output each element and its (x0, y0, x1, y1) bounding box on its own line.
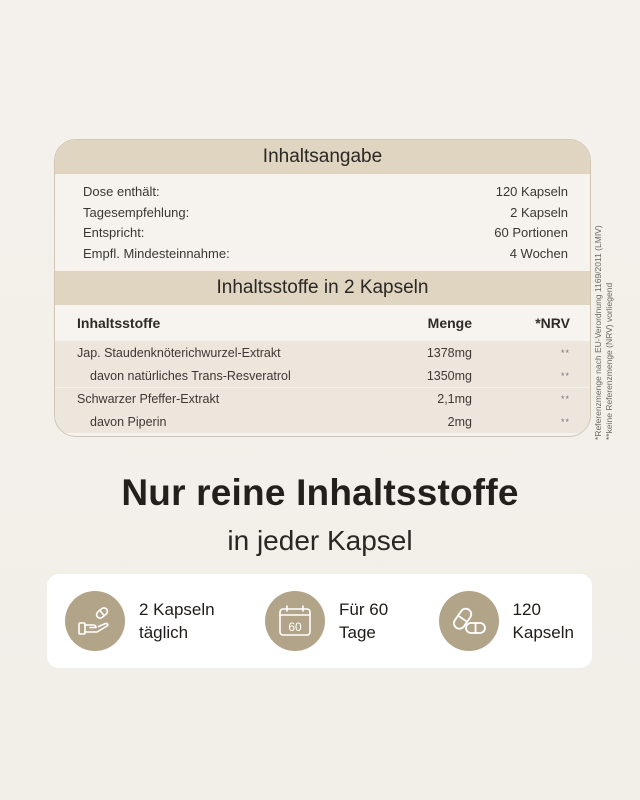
feature-line-1: Für 60 (339, 600, 389, 619)
feature-line-1: 120 (512, 600, 541, 619)
footnote-1: *Referenzmenge nach EU-Verordnung 1169/2… (593, 225, 603, 440)
ingredient-nrv: ** (560, 394, 570, 404)
ingredients-table: Inhaltsstoffe Menge *NRV Jap. Staudenknö… (55, 305, 590, 433)
features-bar: 2 Kapseln täglich 60 Für 60 Tage (47, 574, 592, 668)
header-ingredients: Inhaltsstoffe (77, 315, 161, 331)
info-list: Dose enthält: 120 Kapseln Tagesempfehlun… (55, 174, 590, 270)
ingredient-nrv: ** (560, 347, 570, 358)
ingredient-name: davon Piperin (90, 414, 167, 429)
info-value: 4 Wochen (509, 245, 568, 261)
feature-line-2: Kapseln (512, 623, 574, 642)
info-label: Empfl. Mindesteinnahme: (83, 245, 230, 261)
table-row: davon Piperin 2mg ** (55, 410, 590, 433)
feature-text: 2 Kapseln täglich (139, 598, 215, 644)
feature-line-1: 2 Kapseln (139, 600, 215, 619)
capsules-icon (438, 591, 499, 651)
feature-line-2: Tage (339, 623, 376, 642)
ingredient-amount: 2,1mg (437, 392, 472, 406)
feature-daily-dose: 2 Kapseln täglich (65, 591, 215, 651)
info-row: Tagesempfehlung: 2 Kapseln (83, 203, 568, 224)
calendar-number: 60 (288, 620, 302, 634)
info-value: 60 Portionen (494, 225, 568, 240)
feature-text: 120 Kapseln (513, 598, 574, 644)
hand-capsule-icon (65, 591, 125, 651)
info-value: 2 Kapseln (510, 204, 568, 220)
ingredient-name: Jap. Staudenknöterichwurzel-Extrakt (77, 345, 281, 360)
ingredient-nrv: ** (560, 370, 570, 381)
ingredient-nrv: ** (560, 416, 570, 427)
ingredient-name: Schwarzer Pfeffer-Extrakt (77, 392, 220, 406)
info-value: 120 Kapseln (495, 184, 568, 199)
footnotes: *Referenzmenge nach EU-Verordnung 1169/2… (593, 140, 615, 440)
table-header: Inhaltsstoffe Menge *NRV (55, 305, 590, 341)
calendar-icon: 60 (265, 591, 326, 651)
info-label: Dose enthält: (83, 184, 160, 199)
header-amount: Menge (427, 315, 472, 331)
ingredient-name: davon natürliches Trans-Resveratrol (90, 368, 291, 383)
headline: Nur reine Inhaltsstoffe (121, 472, 519, 513)
ingredient-amount: 1378mg (426, 345, 472, 360)
table-row: davon natürliches Trans-Resveratrol 1350… (55, 364, 590, 387)
info-label: Entspricht: (83, 225, 145, 240)
ingredient-amount: 2mg (447, 414, 472, 429)
info-row: Dose enthält: 120 Kapseln (83, 182, 568, 203)
info-row: Entspricht: 60 Portionen (83, 223, 568, 244)
feature-duration: 60 Für 60 Tage (265, 591, 388, 651)
feature-text: Für 60 Tage (339, 598, 388, 644)
header-nrv: *NRV (535, 315, 570, 331)
feature-capsule-count: 120 Kapseln (438, 591, 574, 651)
table-row: Schwarzer Pfeffer-Extrakt 2,1mg ** (55, 387, 590, 410)
info-row: Empfl. Mindesteinnahme: 4 Wochen (83, 244, 568, 265)
table-row: Jap. Staudenknöterichwurzel-Extrakt 1378… (55, 341, 590, 364)
card-title: Inhaltsangabe (55, 140, 590, 174)
ingredients-card: Inhaltsangabe Dose enthält: 120 Kapseln … (54, 139, 591, 437)
info-label: Tagesempfehlung: (83, 204, 190, 220)
ingredient-amount: 1350mg (426, 368, 472, 383)
footnote-2: **keine Referenzmenge (NRV) vorliegend (604, 282, 614, 440)
feature-line-2: täglich (139, 623, 189, 642)
subline: in jeder Kapsel (227, 525, 413, 556)
section-title: Inhaltsstoffe in 2 Kapseln (55, 271, 590, 305)
